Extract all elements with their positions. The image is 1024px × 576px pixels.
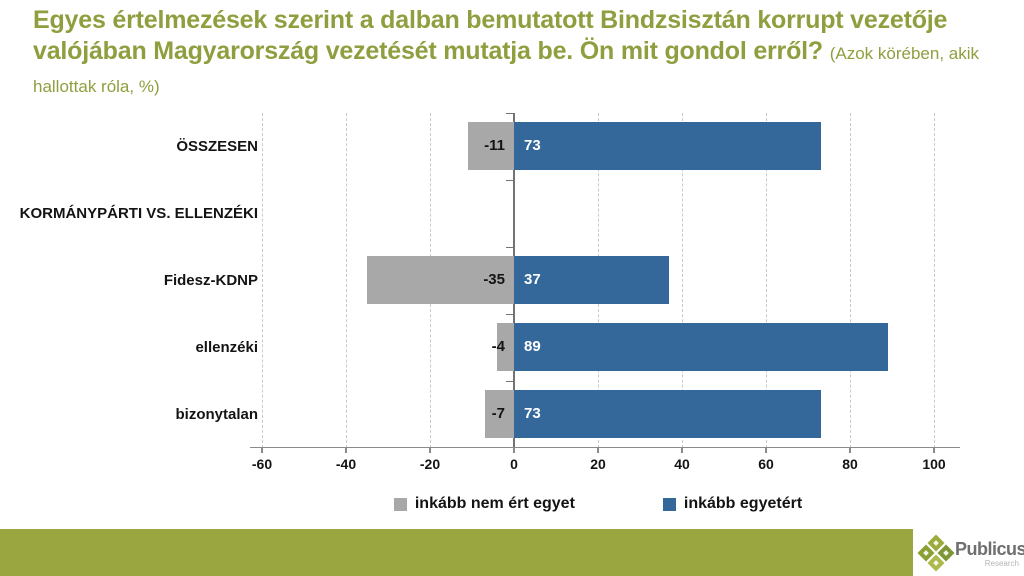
x-axis-tick-label: 40 — [674, 456, 690, 472]
plot-area: -11 73 -35 37 -4 89 -7 73 — [261, 113, 935, 448]
x-axis-tick — [261, 448, 263, 453]
x-axis-tick-label: 80 — [842, 456, 858, 472]
x-axis-tick — [429, 448, 431, 453]
x-axis-tick-label: -40 — [335, 456, 357, 472]
legend-item-agree: inkább egyetért — [662, 495, 803, 513]
row-tick — [506, 180, 514, 182]
x-axis-line — [250, 447, 960, 449]
legend: inkább nem ért egyet inkább egyetért — [262, 492, 934, 516]
page-title: Egyes értelmezések szerint a dalban bemu… — [33, 5, 991, 102]
x-axis-tick-label: -20 — [419, 456, 441, 472]
row-tick — [506, 113, 514, 115]
x-axis-tick — [345, 448, 347, 453]
category-label: ÖSSZESEN — [176, 138, 258, 155]
row-tick — [506, 381, 514, 383]
bar-positive — [514, 256, 670, 304]
bar-positive — [514, 390, 821, 438]
x-axis-tick — [849, 448, 851, 453]
question-subtitle: (Azok körében, akik hallottak róla, %) — [33, 44, 980, 96]
bar-value-label: -35 — [483, 271, 505, 288]
row-tick — [506, 247, 514, 249]
x-axis-tick-label: 20 — [590, 456, 606, 472]
category-label: KORMÁNYPÁRTI VS. ELLENZÉKI — [19, 205, 258, 222]
bar-negative — [367, 256, 514, 304]
x-axis-tick-label: 100 — [922, 456, 946, 472]
x-axis-tick — [933, 448, 935, 453]
category-axis: ÖSSZESEN KORMÁNYPÁRTI VS. ELLENZÉKI Fidesz… — [10, 113, 258, 448]
bar-negative — [467, 122, 514, 170]
gridline — [849, 113, 851, 448]
publicus-diamonds-icon — [917, 534, 955, 572]
bar-value-label: -4 — [491, 338, 505, 355]
gridline — [933, 113, 935, 448]
category-label: ellenzéki — [195, 339, 258, 356]
gridline — [765, 113, 767, 448]
brand-subtitle: Research — [984, 559, 1019, 568]
x-axis-tick — [513, 448, 515, 453]
bar-value-label: 73 — [524, 137, 541, 154]
legend-label-disagree: inkább nem ért egyet — [414, 495, 575, 512]
bar-value-label: 73 — [524, 405, 541, 422]
bar-negative — [484, 390, 514, 438]
bar-negative — [497, 323, 514, 371]
footer-band — [0, 529, 913, 576]
x-axis-tick-label: -60 — [251, 456, 273, 472]
category-label: bizonytalan — [175, 406, 258, 423]
gridline — [681, 113, 683, 448]
question-text: Egyes értelmezések szerint a dalban bemu… — [33, 6, 948, 65]
x-axis-tick — [681, 448, 683, 453]
bar-value-label: 37 — [524, 271, 541, 288]
bar-value-label: -11 — [484, 137, 505, 154]
legend-swatch-blue — [662, 497, 676, 511]
x-axis-tick-label: 0 — [510, 456, 518, 472]
legend-swatch-gray — [393, 497, 407, 511]
x-axis-tick — [765, 448, 767, 453]
legend-label-agree: inkább egyetért — [683, 495, 803, 512]
gridline — [261, 113, 263, 448]
x-axis-tick — [597, 448, 599, 453]
category-label: Fidesz-KDNP — [163, 272, 258, 289]
x-axis-tick-label: 60 — [758, 456, 774, 472]
legend-item-disagree: inkább nem ért egyet — [393, 495, 575, 513]
bar-positive — [514, 323, 888, 371]
publicus-logo: Publicus Research — [913, 529, 1024, 576]
bar-positive — [514, 122, 821, 170]
row-tick — [506, 314, 514, 316]
bar-value-label: -7 — [491, 405, 505, 422]
gridline — [345, 113, 347, 448]
brand-name: Publicus — [955, 539, 1024, 559]
bar-value-label: 89 — [524, 338, 541, 355]
